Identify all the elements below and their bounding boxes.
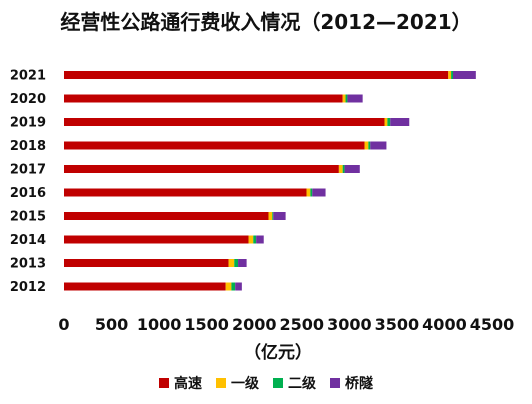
legend-swatch	[273, 378, 283, 388]
bar-segment	[64, 71, 449, 79]
x-tick-label: 500	[95, 315, 128, 334]
x-tick-label: 2000	[232, 315, 277, 334]
legend-swatch	[330, 378, 340, 388]
bar-segment	[235, 282, 242, 291]
bar-segment	[64, 235, 249, 244]
bar-segment	[231, 282, 236, 291]
bar-segment	[387, 118, 391, 126]
legend-swatch	[216, 378, 226, 388]
bar-segment	[64, 212, 269, 220]
bar-segment	[368, 141, 371, 150]
x-tick-label: 3500	[375, 315, 420, 334]
x-tick-label: 2500	[280, 315, 325, 334]
legend-label: 高速	[174, 375, 202, 392]
y-tick-label: 2015	[10, 210, 46, 225]
bar-segment	[345, 94, 348, 103]
bar-segment	[312, 188, 326, 197]
bar-segment	[64, 94, 343, 103]
bar-segment	[344, 165, 360, 173]
bar-segment	[364, 141, 369, 150]
y-tick-label: 2018	[10, 139, 46, 154]
x-tick-label: 4000	[422, 315, 467, 334]
bar-segment	[248, 235, 254, 244]
y-tick-label: 2012	[10, 280, 46, 295]
y-tick-label: 2014	[10, 233, 46, 248]
x-tick-label: 3000	[327, 315, 372, 334]
y-tick-label: 2019	[10, 116, 46, 131]
x-axis-label: （亿元）	[244, 342, 312, 363]
bar-segment	[347, 94, 363, 103]
bar-segment	[370, 141, 387, 150]
bar-segment	[451, 71, 454, 79]
x-tick-label: 1500	[184, 315, 229, 334]
bar-segment	[310, 188, 313, 197]
bar-segment	[342, 94, 346, 103]
y-tick-label: 2020	[10, 92, 46, 107]
y-tick-label: 2017	[10, 163, 46, 178]
y-tick-label: 2021	[10, 69, 46, 84]
bar-segment	[342, 165, 345, 173]
bar-segment	[273, 212, 286, 220]
bar-segment	[253, 235, 257, 244]
legend-label: 桥隧	[345, 375, 373, 392]
bar-segment	[272, 212, 274, 220]
y-tick-label: 2013	[10, 257, 46, 272]
bar-segment	[390, 118, 410, 126]
bar-segment	[256, 235, 264, 244]
bar-segment	[384, 118, 388, 126]
bar-segment	[338, 165, 343, 173]
bar-segment	[306, 188, 311, 197]
bar-segment	[453, 71, 476, 79]
bar-segment	[64, 188, 307, 197]
x-tick-label: 0	[58, 315, 69, 334]
bar-segment	[64, 259, 229, 267]
legend-label: 一级	[231, 375, 260, 392]
legend-swatch	[159, 378, 169, 388]
bar-segment	[64, 141, 365, 150]
x-tick-label: 1000	[137, 315, 182, 334]
legend-label: 二级	[288, 375, 317, 392]
bar-segment	[268, 212, 273, 220]
bar-segment	[225, 282, 232, 291]
bar-segment	[228, 259, 235, 267]
bar-segment	[448, 71, 452, 79]
bar-segment	[64, 118, 385, 126]
bar-segment	[64, 165, 339, 173]
x-tick-label: 4500	[470, 315, 515, 334]
chart-title: 经营性公路通行费收入情况（2012—2021）	[60, 10, 472, 34]
bar-segment	[234, 259, 239, 267]
y-tick-label: 2016	[10, 186, 46, 201]
bar-segment	[238, 259, 247, 267]
bar-segment	[64, 282, 226, 291]
